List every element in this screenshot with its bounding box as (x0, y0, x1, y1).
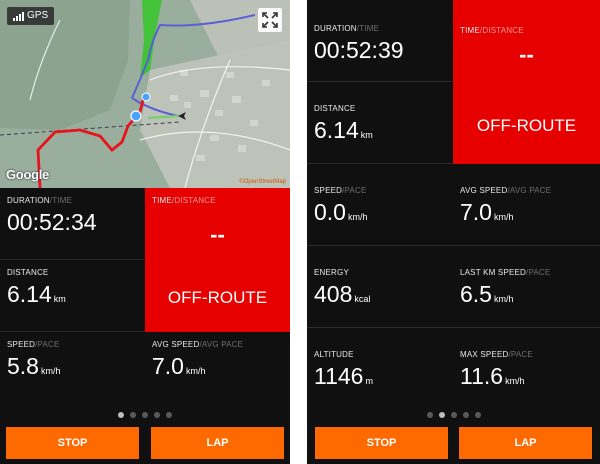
speed-label: SPEED/PACE (7, 340, 60, 349)
max-speed-cell[interactable]: MAX SPEED/PACE 11.6 km/h (453, 328, 600, 410)
page-dot-5[interactable] (474, 412, 481, 418)
gps-label: GPS (27, 10, 49, 21)
time-distance-value: -- (210, 222, 225, 247)
energy-label: ENERGY (314, 268, 349, 277)
page-indicator[interactable] (307, 410, 600, 420)
page-indicator[interactable] (0, 410, 290, 420)
google-logo: Google (6, 167, 49, 182)
page-dot-1[interactable] (118, 412, 124, 418)
signal-bars-icon (13, 11, 24, 21)
speed-value: 0.0 km/h (314, 199, 368, 225)
last-km-speed-value: 6.5 km/h (460, 281, 514, 307)
off-route-panel[interactable]: TIME/DISTANCE -- OFF-ROUTE (145, 188, 290, 332)
stop-button[interactable]: STOP (315, 427, 448, 459)
avg-speed-label: AVG SPEED/AVG PACE (460, 186, 552, 195)
page-dot-3[interactable] (142, 412, 148, 418)
energy-value: 408 kcal (314, 281, 371, 307)
distance-value: 6.14 km (7, 281, 66, 307)
distance-cell[interactable]: DISTANCE 6.14 km (0, 260, 145, 332)
screen-left: GPS Google ©OpenStreetMap DURATION/TIME … (0, 0, 290, 464)
page-dot-2[interactable] (130, 412, 136, 418)
avg-speed-label: AVG SPEED/AVG PACE (152, 340, 244, 349)
avg-speed-value: 7.0 km/h (152, 353, 206, 379)
time-distance-label: TIME/DISTANCE (460, 26, 524, 35)
max-speed-value: 11.6 km/h (460, 363, 525, 389)
page-dot-1[interactable] (426, 412, 433, 418)
metrics-grid: DURATION/TIME 00:52:34 DISTANCE 6.14 km T… (0, 188, 290, 420)
time-distance-value: -- (519, 42, 534, 67)
map-canvas (0, 0, 290, 188)
lap-button[interactable]: LAP (459, 427, 592, 459)
distance-cell[interactable]: DISTANCE 6.14 km (307, 82, 453, 164)
altitude-value: 1146 m (314, 363, 373, 389)
lap-button[interactable]: LAP (151, 427, 284, 459)
last-km-speed-cell[interactable]: LAST KM SPEED/PACE 6.5 km/h (453, 246, 600, 328)
screen-right: DURATION/TIME 00:52:39 DISTANCE 6.14 km T… (307, 0, 600, 464)
duration-cell[interactable]: DURATION/TIME 00:52:39 (307, 0, 453, 82)
page-dot-3[interactable] (450, 412, 457, 418)
speed-cell[interactable]: SPEED/PACE 0.0 km/h (307, 164, 453, 246)
expand-icon (262, 12, 278, 28)
last-km-speed-label: LAST KM SPEED/PACE (460, 268, 551, 277)
avg-speed-value: 7.0 km/h (460, 199, 514, 225)
duration-label: DURATION/TIME (314, 24, 380, 33)
map-attribution: ©OpenStreetMap (239, 179, 286, 185)
page-dot-4[interactable] (462, 412, 469, 418)
distance-label: DISTANCE (314, 104, 356, 113)
duration-value: 00:52:34 (7, 209, 97, 235)
gps-status-badge: GPS (7, 7, 55, 25)
map-view[interactable]: GPS Google ©OpenStreetMap (0, 0, 290, 188)
stop-button[interactable]: STOP (6, 427, 139, 459)
max-speed-label: MAX SPEED/PACE (460, 350, 533, 359)
speed-label: SPEED/PACE (314, 186, 367, 195)
off-route-status: OFF-ROUTE (167, 288, 268, 307)
avg-speed-cell[interactable]: AVG SPEED/AVG PACE 7.0 km/h (453, 164, 600, 246)
altitude-label: ALTITUDE (314, 350, 354, 359)
distance-label: DISTANCE (7, 268, 49, 277)
energy-cell[interactable]: ENERGY 408 kcal (307, 246, 453, 328)
page-dot-5[interactable] (166, 412, 172, 418)
avg-speed-cell[interactable]: AVG SPEED/AVG PACE 7.0 km/h (145, 332, 290, 404)
distance-value: 6.14 km (314, 117, 373, 143)
off-route-panel[interactable]: TIME/DISTANCE -- OFF-ROUTE (453, 0, 600, 164)
duration-label: DURATION/TIME (7, 196, 73, 205)
off-route-status: OFF-ROUTE (476, 116, 577, 135)
duration-cell[interactable]: DURATION/TIME 00:52:34 (0, 188, 145, 260)
speed-value: 5.8 km/h (7, 353, 61, 379)
page-dot-2[interactable] (438, 412, 445, 418)
metrics-grid: DURATION/TIME 00:52:39 DISTANCE 6.14 km T… (307, 0, 600, 420)
duration-value: 00:52:39 (314, 37, 404, 63)
fullscreen-button[interactable] (258, 8, 282, 32)
time-distance-label: TIME/DISTANCE (152, 196, 216, 205)
speed-cell[interactable]: SPEED/PACE 5.8 km/h (0, 332, 145, 404)
page-dot-4[interactable] (154, 412, 160, 418)
altitude-cell[interactable]: ALTITUDE 1146 m (307, 328, 453, 410)
